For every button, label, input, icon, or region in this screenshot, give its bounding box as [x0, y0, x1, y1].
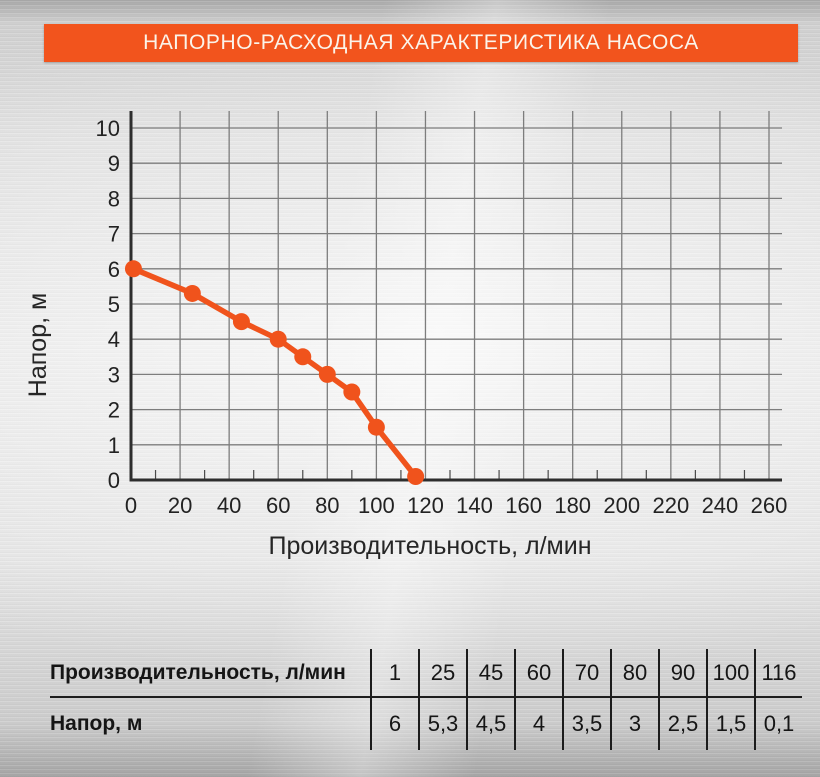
x-tick-label: 160 [505, 493, 542, 518]
x-tick-label: 60 [266, 493, 290, 518]
table-cell: 0,1 [754, 698, 802, 750]
y-tick-label: 10 [96, 116, 120, 141]
x-tick-label: 220 [652, 493, 689, 518]
data-point [367, 418, 385, 436]
x-tick-label: 120 [407, 493, 444, 518]
x-tick-label: 100 [358, 493, 395, 518]
page-title: НАПОРНО-РАСХОДНАЯ ХАРАКТЕРИСТИКА НАСОСА [143, 31, 699, 54]
x-axis-title: Производительность, л/мин [268, 532, 591, 560]
table-cell: 116 [754, 649, 802, 698]
y-tick-label: 9 [108, 151, 120, 176]
table-cell: 1 [370, 649, 418, 698]
table-cell: 4 [514, 698, 562, 750]
y-tick-label: 8 [108, 186, 120, 211]
y-tick-label: 4 [108, 327, 120, 352]
table-row-label: Производительность, л/мин [50, 649, 370, 698]
table-cell: 25 [418, 649, 466, 698]
data-point [294, 348, 312, 366]
data-point [183, 284, 201, 302]
data-point [232, 313, 250, 331]
table-cell: 5,3 [418, 698, 466, 750]
y-tick-label: 1 [108, 433, 120, 458]
table-cell: 90 [658, 649, 706, 698]
header-bar: НАПОРНО-РАСХОДНАЯ ХАРАКТЕРИСТИКА НАСОСА [44, 24, 798, 62]
table-cell: 80 [610, 649, 658, 698]
data-point [343, 383, 361, 401]
table-cell: 60 [514, 649, 562, 698]
data-point [124, 260, 142, 278]
y-tick-label: 0 [108, 468, 120, 493]
x-tick-label: 80 [315, 493, 339, 518]
data-point [269, 330, 287, 348]
x-tick-label: 20 [168, 493, 192, 518]
x-tick-label: 260 [751, 493, 788, 518]
table-cell: 100 [706, 649, 754, 698]
x-tick-label: 40 [217, 493, 241, 518]
x-tick-label: 200 [603, 493, 640, 518]
y-tick-label: 5 [108, 292, 120, 317]
x-tick-label: 180 [554, 493, 591, 518]
table-cell: 2,5 [658, 698, 706, 750]
y-tick-label: 7 [108, 222, 120, 247]
pump-performance-chart: 0 20 40 60 80 100 120 140 160 180 200 220 240 260 0 1 2 3… [24, 111, 788, 560]
y-tick-label: 2 [108, 398, 120, 423]
y-tick-label: 3 [108, 362, 120, 387]
table-cell: 4,5 [466, 698, 514, 750]
x-tick-label: 140 [456, 493, 493, 518]
table-cell: 3 [610, 698, 658, 750]
table-cell: 45 [466, 649, 514, 698]
y-axis-title: Напор, м [24, 293, 52, 397]
data-point [318, 365, 336, 383]
y-tick-label: 6 [108, 257, 120, 282]
table-cell: 70 [562, 649, 610, 698]
table-cell: 6 [370, 698, 418, 750]
table-cell: 1,5 [706, 698, 754, 750]
pump-table: Производительность, л/мин 1 25 45 60 70 80 90 10… [50, 649, 802, 750]
data-point [407, 467, 425, 485]
x-tick-label: 0 [125, 493, 137, 518]
table-row-label: Напор, м [50, 712, 143, 735]
table-cell: 3,5 [562, 698, 610, 750]
x-tick-label: 240 [702, 493, 739, 518]
